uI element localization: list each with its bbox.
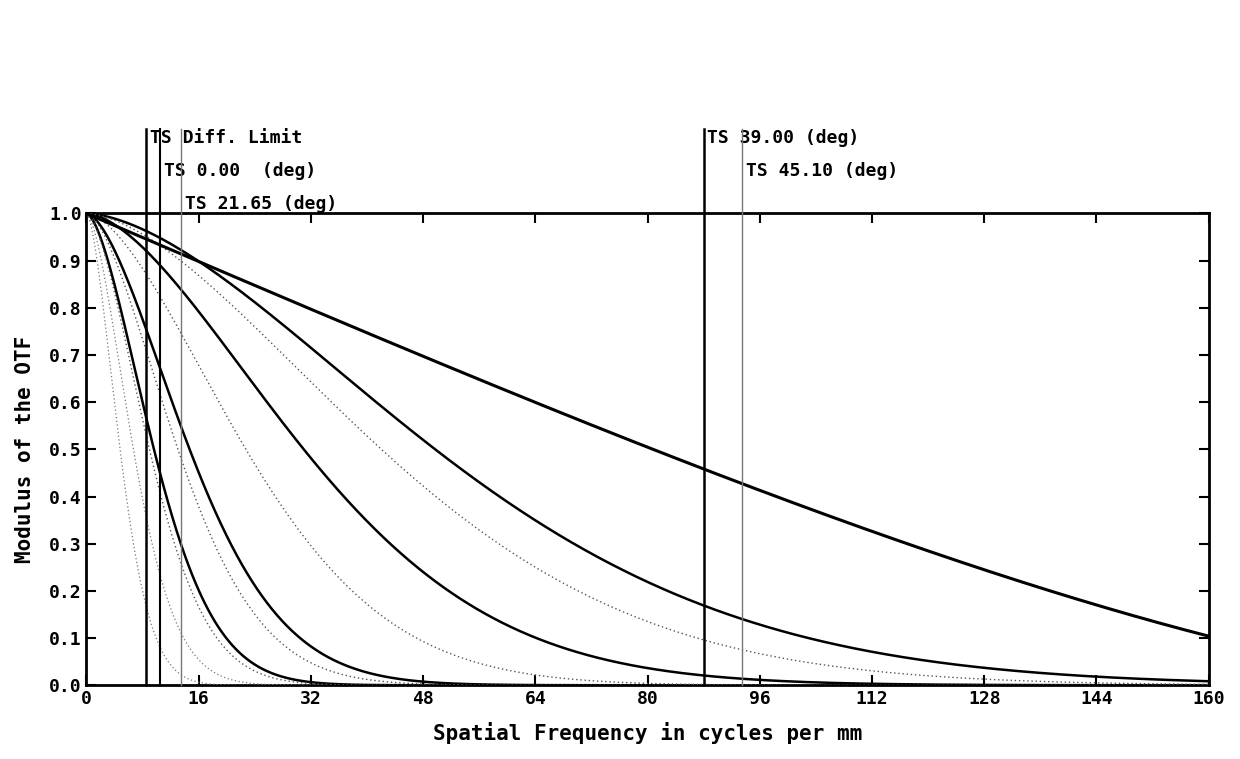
X-axis label: Spatial Frequency in cycles per mm: Spatial Frequency in cycles per mm <box>433 722 862 744</box>
Text: TS 45.10 (deg): TS 45.10 (deg) <box>745 162 898 181</box>
Text: TS 0.00  (deg): TS 0.00 (deg) <box>164 162 316 181</box>
Y-axis label: Modulus of the OTF: Modulus of the OTF <box>15 335 35 563</box>
Text: TS 39.00 (deg): TS 39.00 (deg) <box>707 130 859 147</box>
Text: TS Diff. Limit: TS Diff. Limit <box>150 130 301 147</box>
Text: TS 21.65 (deg): TS 21.65 (deg) <box>185 196 337 213</box>
